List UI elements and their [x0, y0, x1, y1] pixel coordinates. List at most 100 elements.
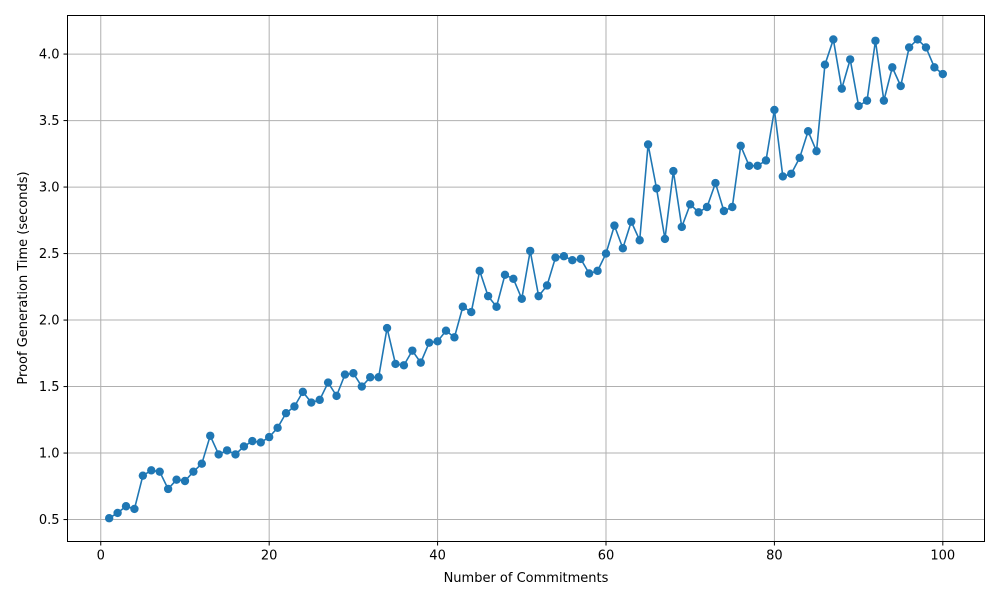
data-point — [222, 446, 232, 455]
data-point — [273, 423, 282, 432]
data-point — [601, 249, 611, 258]
data-point — [382, 323, 392, 333]
data-point — [938, 69, 948, 79]
data-point — [829, 35, 838, 44]
data-point — [787, 169, 796, 178]
data-point — [627, 217, 636, 226]
data-point — [888, 63, 897, 72]
y-tick-label: 1.0 — [39, 447, 60, 462]
x-tick-label: 80 — [766, 549, 783, 564]
data-point — [795, 153, 804, 163]
data-point — [618, 244, 628, 253]
data-point — [896, 81, 905, 91]
data-point — [643, 140, 653, 149]
data-point — [904, 43, 914, 52]
data-point — [374, 373, 383, 382]
y-axis-ticks: 0.5 1.0 1.5 2.0 2.5 3.0 3.5 4.0 — [39, 48, 68, 528]
x-tick-label: 60 — [598, 549, 615, 564]
y-tick-label: 2.0 — [39, 314, 60, 329]
data-point — [728, 202, 737, 212]
data-point — [323, 378, 333, 387]
plot-frame — [67, 15, 985, 542]
data-point — [458, 302, 468, 311]
data-point — [576, 254, 585, 264]
grid — [67, 15, 985, 542]
data-point — [542, 281, 552, 290]
data-point — [248, 436, 257, 446]
data-point — [130, 504, 139, 514]
data-point — [753, 161, 762, 170]
x-tick-label: 20 — [261, 549, 278, 564]
data-point — [104, 514, 114, 523]
data-point — [433, 337, 442, 346]
data-point — [214, 450, 223, 459]
data-point — [290, 402, 299, 411]
data-point — [239, 442, 249, 451]
data-point — [854, 101, 863, 111]
data-point — [879, 96, 889, 105]
data-point — [921, 43, 931, 52]
data-point — [315, 395, 324, 405]
data-point — [568, 256, 577, 265]
data-point — [231, 450, 240, 459]
x-axis-label: Number of Commitments — [444, 571, 609, 586]
data-point — [121, 502, 131, 511]
data-point — [155, 467, 164, 476]
data-point — [635, 236, 644, 245]
data-point — [416, 358, 425, 367]
data-point — [761, 156, 771, 165]
data-point — [610, 221, 619, 230]
data-point — [711, 178, 720, 188]
data-point — [391, 359, 400, 369]
data-point — [424, 338, 434, 347]
data-point — [871, 36, 880, 45]
y-tick-label: 3.5 — [39, 114, 60, 129]
data-point — [163, 484, 173, 494]
data-point — [517, 294, 526, 303]
data-point — [812, 146, 821, 156]
data-point — [408, 346, 417, 355]
data-point — [349, 369, 358, 378]
x-axis-ticks: 0 20 40 60 80 100 — [97, 541, 955, 564]
data-point — [930, 63, 939, 72]
y-tick-label: 4.0 — [39, 48, 60, 63]
data-point — [180, 476, 190, 486]
data-point — [719, 206, 729, 216]
data-point — [534, 291, 543, 301]
x-tick-label: 100 — [930, 549, 955, 564]
data-point — [669, 166, 678, 176]
y-tick-label: 0.5 — [39, 513, 60, 528]
y-axis-label: Proof Generation Time (seconds) — [16, 171, 31, 384]
data-point — [744, 161, 754, 170]
data-point — [584, 269, 594, 278]
data-point — [736, 141, 745, 151]
data-point — [778, 172, 788, 181]
series-line — [108, 38, 944, 519]
data-point — [340, 370, 350, 379]
data-point — [652, 184, 661, 193]
data-points — [104, 35, 948, 523]
y-tick-label: 3.0 — [39, 181, 60, 196]
data-point — [913, 35, 922, 44]
data-point — [264, 432, 274, 442]
data-point — [357, 382, 366, 391]
data-point — [837, 84, 846, 93]
data-point — [399, 361, 409, 370]
data-point — [281, 408, 291, 418]
x-tick-label: 0 — [97, 549, 105, 564]
data-point — [526, 246, 535, 256]
data-point — [559, 252, 569, 261]
data-point — [147, 466, 156, 475]
data-point — [298, 387, 308, 397]
data-point — [845, 55, 855, 64]
data-point — [450, 333, 459, 342]
data-point — [366, 373, 375, 382]
data-point — [702, 202, 712, 212]
data-point — [256, 438, 265, 447]
data-point — [770, 105, 779, 115]
data-point — [172, 475, 181, 484]
y-tick-label: 1.5 — [39, 380, 60, 395]
data-point — [483, 291, 493, 301]
data-point — [509, 274, 518, 284]
